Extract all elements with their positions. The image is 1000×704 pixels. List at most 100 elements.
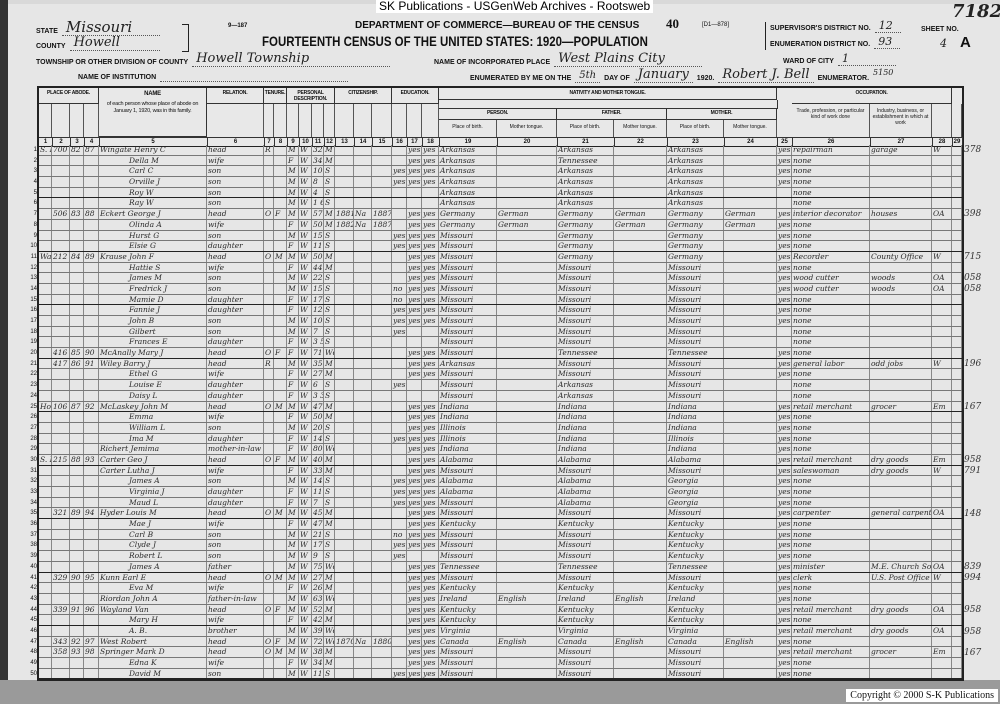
cell-home [264,390,274,401]
cell-natyear [372,487,392,497]
cell-sex: F [287,219,299,230]
cell-bp: Missouri [439,241,497,251]
cell-race: W [299,401,312,412]
cell-class [932,369,952,380]
cell-race: W [299,519,312,529]
cell-fmt [614,454,667,465]
cell-read [407,380,422,390]
cell-mt [497,561,557,572]
line-number: 8 [33,221,37,228]
cell-sex: F [287,305,299,315]
page-number: 40 [666,16,679,31]
cell-marital: M [324,572,335,583]
cell-industry: dry goods [870,454,932,465]
cell-dwelling [70,305,84,315]
cell-marital: S [324,305,335,315]
cell-age: 15 [313,230,324,241]
cell-relation: head [207,348,264,358]
cell-family [84,326,99,337]
cell-industry [870,155,932,166]
header-name-title: NAME [144,91,161,97]
cell-relation: wife [207,583,264,593]
cell-mortgage [274,273,287,283]
cell-write: yes [422,593,439,604]
cell-family [84,529,99,540]
cell-industry [870,305,932,315]
cell-mortgage: M [274,508,287,519]
cell-mmt [724,273,777,283]
cell-relation: wife [207,412,264,422]
cell-family [84,369,99,380]
cell-mbp: Missouri [667,273,724,283]
cell-name: Elsie G [99,241,207,251]
cell-nat [354,508,372,519]
cell-name: Ethel G [99,369,207,380]
cell-mt [497,519,557,529]
cell-occupation: none [792,294,870,305]
cell-home: R [264,145,274,155]
header-subcolumn [84,104,99,137]
cell-occupation: none [792,476,870,486]
cell-immig [335,497,354,508]
cell-house [52,412,70,422]
cell-home [264,433,274,444]
cell-farm [952,177,962,187]
cell-occupation: none [792,262,870,273]
cell-industry [870,433,932,444]
cell-english: yes [778,465,792,476]
cell-house [52,187,70,198]
cell-mbp: Missouri [667,337,724,348]
table-row: 25Howell St1068792McLaskey John MheadOMM… [30,401,962,413]
county-label: COUNTY [36,43,66,50]
cell-school [392,145,407,155]
cell-age: 50 [313,219,324,230]
cell-dwelling [70,540,84,551]
cell-natyear [372,187,392,198]
line-number: 18 [30,328,37,335]
cell-industry [870,444,932,454]
cell-fbp: Kentucky [557,583,614,593]
cell-fbp: Missouri [557,316,614,326]
cell-sex: M [287,166,299,177]
cell-street [39,444,52,454]
cell-occupation: none [792,369,870,380]
cell-age: 10 [313,166,324,177]
header-subcolumn [299,104,312,137]
cell-name: Mary H [99,615,207,625]
cell-natyear [372,422,392,433]
cell-mortgage [274,433,287,444]
cell-home [264,476,274,486]
cell-nat [354,305,372,315]
cell-school [392,209,407,219]
cell-mortgage [274,198,287,209]
cell-occupation: wood cutter [792,273,870,283]
cell-mmt [724,604,777,615]
cell-fmt [614,561,667,572]
cell-occupation: none [792,668,870,679]
cell-school: yes [393,241,407,251]
cell-age: 40 [313,454,324,465]
cell-english: yes [778,348,792,358]
cell-read: yes [408,412,422,422]
header-relation: RELATION. [207,88,264,104]
cell-class [932,433,952,444]
cell-dwelling [70,294,84,305]
cell-relation: father-in-law [207,593,264,604]
cell-fbp: Indiana [557,412,614,422]
cell-mmt [724,519,777,529]
cell-mt [497,241,557,251]
line-number: 49 [30,660,37,666]
cell-street [39,658,52,668]
header-subcolumn [392,104,407,137]
line-number: 37 [30,531,37,538]
cell-sex: M [287,198,299,209]
line-number: 42 [30,585,37,592]
cell-house [52,262,70,273]
cell-race: W [299,230,312,241]
cell-marital: S [324,540,335,551]
cell-dwelling [70,241,84,251]
cell-sex: F [287,348,299,358]
